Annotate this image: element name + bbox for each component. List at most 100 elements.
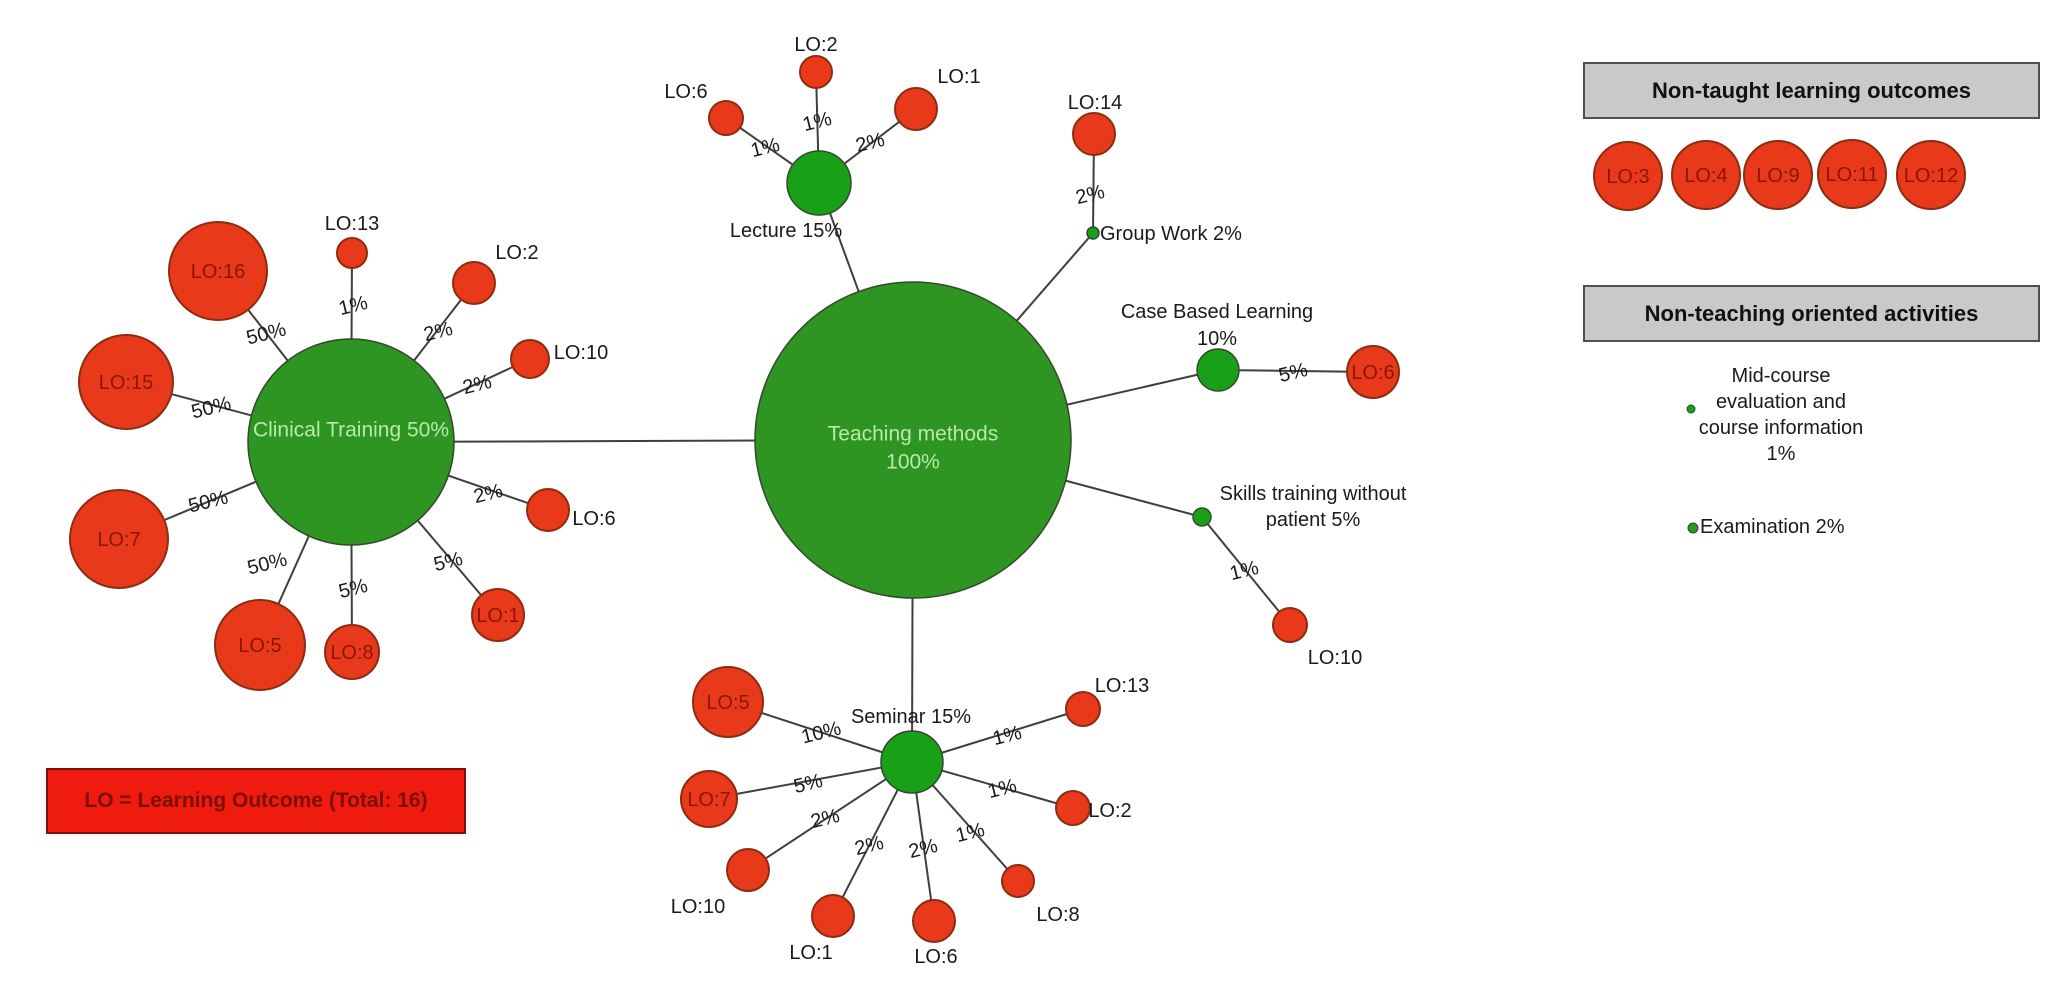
- edge-label-clinical-ct-lo10: 2%: [461, 371, 495, 399]
- method-node-lecture: [786, 150, 852, 216]
- edge-label-clinical-ct-lo15: 50%: [189, 392, 233, 423]
- outcome-node-ct-lo13: [336, 237, 368, 269]
- untaught-label-LO:11: LO:11: [1826, 164, 1879, 186]
- non-teaching-activities-header: Non-teaching oriented activities: [1583, 285, 2040, 342]
- node-label-ct-lo5: LO:5: [238, 635, 281, 657]
- outcome-node-ct-lo7: [69, 489, 169, 589]
- edge-label-seminar-se-lo2: 1%: [986, 775, 1020, 803]
- outcome-node-se-lo2: [1055, 790, 1091, 826]
- untaught-outcome-LO:4: [1671, 140, 1741, 210]
- node-label-se-lo13: LO:13: [1095, 675, 1149, 697]
- activity-dot-1: [1687, 522, 1699, 534]
- node-label-ct-lo16: LO:16: [191, 261, 245, 283]
- edge-label-seminar-se-lo8: 1%: [954, 819, 988, 847]
- node-label-teaching: Teaching methods 100%: [828, 422, 998, 473]
- node-label-sk-lo10: LO:10: [1308, 647, 1362, 669]
- node-label-lc-lo1: LO:1: [937, 66, 980, 88]
- edge-label-clinical-ct-lo6: 2%: [472, 480, 506, 508]
- node-label-groupwork: Group Work 2%: [1100, 223, 1242, 245]
- edge-label-casebased-cb-lo6: 5%: [1277, 359, 1311, 387]
- edge-label-seminar-se-lo1: 2%: [853, 832, 887, 860]
- edge-label-clinical-ct-lo16: 50%: [244, 318, 288, 349]
- node-label-se-lo1: LO:1: [789, 942, 832, 964]
- node-label-lecture: Lecture 15%: [730, 220, 843, 242]
- node-label-se-lo8: LO:8: [1036, 904, 1079, 926]
- outcome-node-se-lo13: [1065, 691, 1101, 727]
- outcome-node-ct-lo2: [452, 261, 496, 305]
- untaught-outcome-LO:3: [1593, 141, 1663, 211]
- outcome-node-se-lo7: [680, 770, 738, 828]
- outcome-node-cb-lo6: [1346, 345, 1400, 399]
- edge-label-seminar-se-lo13: 1%: [991, 722, 1025, 750]
- outcome-node-lc-lo6: [708, 100, 744, 136]
- node-label-se-lo5: LO:5: [706, 692, 749, 714]
- outcome-node-se-lo8: [1001, 864, 1035, 898]
- outcome-node-ct-lo16: [168, 221, 268, 321]
- outcome-node-lc-lo1: [894, 87, 938, 131]
- node-label-ct-lo8: LO:8: [330, 642, 373, 664]
- node-label-ct-lo15: LO:15: [99, 372, 153, 394]
- untaught-label-LO:3: LO:3: [1606, 166, 1649, 188]
- edge-label-groupwork-gw-lo14: 2%: [1074, 181, 1108, 209]
- edge-label-seminar-se-lo7: 5%: [792, 770, 826, 798]
- outcome-node-ct-lo5: [214, 599, 306, 691]
- edge-label-clinical-ct-lo2: 2%: [422, 318, 456, 346]
- node-label-skills: Skills training without patient 5%: [1220, 483, 1407, 531]
- edge-skills-sk-lo10: [1201, 516, 1291, 626]
- node-label-se-lo7: LO:7: [687, 789, 730, 811]
- method-node-teaching: [754, 281, 1072, 599]
- edge-label-lecture-lc-lo1: 2%: [854, 129, 888, 157]
- midcourse-evaluation-label: Mid-course evaluation and course informa…: [1698, 365, 1864, 465]
- outcome-node-ct-lo8: [324, 624, 380, 680]
- edge-label-clinical-ct-lo5: 50%: [245, 548, 289, 579]
- untaught-label-LO:4: LO:4: [1684, 165, 1727, 187]
- method-node-clinical: [247, 338, 455, 546]
- untaught-outcome-LO:11: [1817, 139, 1887, 209]
- outcome-node-lc-lo2: [799, 55, 833, 89]
- outcome-node-se-lo1: [811, 894, 855, 938]
- node-label-ct-lo10: LO:10: [554, 342, 608, 364]
- edge-label-clinical-ct-lo13: 1%: [337, 292, 371, 320]
- outcome-node-se-lo5: [692, 666, 764, 738]
- node-label-ct-lo13: LO:13: [325, 213, 379, 235]
- method-node-skills: [1192, 507, 1212, 527]
- node-label-ct-lo6: LO:6: [572, 508, 615, 530]
- activity-dot-0: [1686, 404, 1696, 414]
- edge-seminar-se-lo10: [747, 761, 913, 871]
- node-label-gw-lo14: LO:14: [1068, 92, 1122, 114]
- untaught-outcome-LO:12: [1896, 140, 1966, 210]
- outcome-node-sk-lo10: [1272, 607, 1308, 643]
- method-node-casebased: [1196, 348, 1240, 392]
- node-label-ct-lo7: LO:7: [97, 529, 140, 551]
- outcome-node-ct-lo15: [78, 334, 174, 430]
- outcome-node-ct-lo10: [510, 339, 550, 379]
- outcome-node-ct-lo1: [471, 588, 525, 642]
- node-label-se-lo6: LO:6: [914, 946, 957, 968]
- untaught-label-LO:12: LO:12: [1904, 165, 1958, 187]
- legend-box: LO = Learning Outcome (Total: 16): [46, 768, 466, 834]
- edge-label-clinical-ct-lo8: 5%: [337, 575, 371, 603]
- node-label-seminar: Seminar 15%: [851, 706, 971, 728]
- node-label-lc-lo6: LO:6: [664, 81, 707, 103]
- edge-label-seminar-se-lo5: 10%: [799, 717, 843, 748]
- untaught-label-LO:9: LO:9: [1756, 165, 1799, 187]
- node-label-se-lo10: LO:10: [671, 896, 725, 918]
- node-label-clinical: Clinical Training 50%: [253, 418, 449, 441]
- node-label-lc-lo2: LO:2: [794, 34, 837, 56]
- node-label-ct-lo2: LO:2: [495, 242, 538, 264]
- edge-seminar-se-lo7: [708, 761, 913, 800]
- examination-label: Examination 2%: [1700, 516, 1845, 538]
- node-label-cb-lo6: LO:6: [1351, 362, 1394, 384]
- edge-label-clinical-ct-lo7: 50%: [186, 486, 230, 517]
- edge-label-lecture-lc-lo2: 1%: [801, 108, 835, 136]
- edge-label-seminar-se-lo6: 2%: [907, 835, 941, 863]
- edge-label-skills-sk-lo10: 1%: [1228, 557, 1262, 585]
- outcome-node-se-lo6: [912, 899, 956, 943]
- method-node-groupwork: [1086, 226, 1100, 240]
- edge-label-seminar-se-lo10: 2%: [809, 805, 843, 833]
- node-label-casebased: Case Based Learning 10%: [1121, 301, 1313, 350]
- outcome-node-se-lo10: [726, 848, 770, 892]
- node-label-se-lo2: LO:2: [1088, 800, 1131, 822]
- untaught-outcome-LO:9: [1743, 140, 1813, 210]
